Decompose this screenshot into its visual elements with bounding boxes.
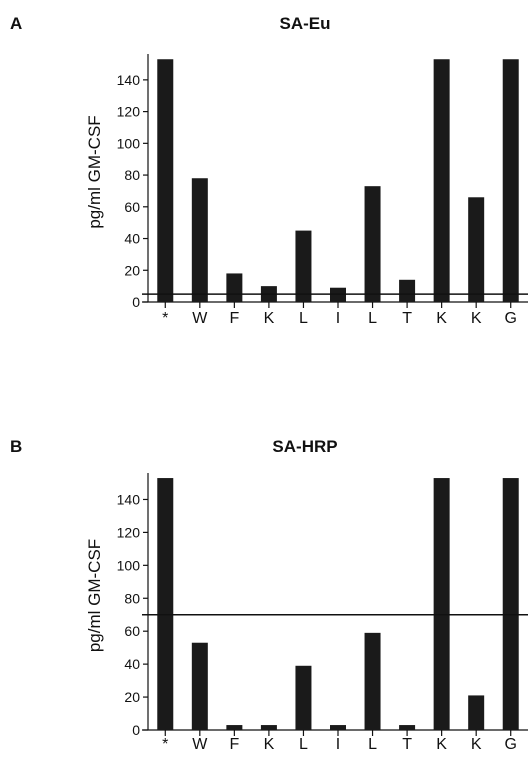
y-tick-label: 120 [117, 524, 141, 540]
y-tick-label: 0 [132, 294, 140, 310]
y-tick-label: 40 [124, 656, 140, 672]
x-tick-label: I [336, 736, 340, 753]
x-tick-label: L [299, 736, 308, 753]
bar-chart-a: 0 20 40 60 80 100 120 140 pg/ml GM-CSF * W F K L I L T K K… [85, 54, 528, 327]
bar [502, 59, 519, 303]
bar [502, 478, 519, 730]
bar [433, 59, 450, 303]
x-tick-label: K [436, 736, 447, 753]
x-tick-label: K [471, 736, 482, 753]
panel-letter-a: A [10, 14, 23, 33]
x-tick-label: * [162, 310, 168, 327]
bar [468, 197, 485, 302]
x-tick-label: G [505, 736, 517, 753]
bar [260, 725, 277, 730]
y-tick-label: 140 [117, 72, 141, 88]
x-tick-label: T [402, 310, 412, 327]
bar [399, 279, 416, 302]
bar [433, 478, 450, 730]
chart-title-b: SA-HRP [272, 437, 338, 456]
panel-letter-b: B [10, 437, 23, 456]
y-tick-label: 100 [117, 557, 141, 573]
x-tick-label: F [229, 310, 239, 327]
x-tick-label: K [471, 310, 482, 327]
x-tick-label: W [192, 310, 208, 327]
x-tick-label: K [436, 310, 447, 327]
bar [295, 665, 312, 730]
x-tick-label: L [368, 736, 377, 753]
bar [191, 642, 208, 730]
x-tick-label: * [162, 736, 168, 753]
y-tick-label: 140 [117, 491, 141, 507]
bar [226, 273, 243, 302]
x-tick-label: I [336, 310, 340, 327]
x-tick-label: W [192, 736, 208, 753]
bar-chart-b: 0 20 40 60 80 100 120 140 pg/ml GM-CSF * W F K L I L T K K… [85, 473, 528, 753]
bar [399, 725, 416, 730]
x-tick-label: F [229, 736, 239, 753]
y-tick-label: 20 [124, 262, 140, 278]
bar [364, 186, 381, 302]
bar [468, 695, 485, 730]
x-tick-label: L [368, 310, 377, 327]
y-tick-label: 120 [117, 104, 141, 120]
y-axis-label: pg/ml GM-CSF [85, 115, 104, 228]
y-tick-label: 40 [124, 231, 140, 247]
chart-title-a: SA-Eu [279, 14, 331, 33]
y-tick-label: 60 [124, 199, 140, 215]
y-axis-label: pg/ml GM-CSF [85, 539, 104, 652]
bar [191, 178, 208, 302]
y-tick-label: 20 [124, 689, 140, 705]
x-tick-label: G [505, 310, 517, 327]
y-tick-label: 100 [117, 135, 141, 151]
bar [157, 478, 174, 730]
x-tick-label: L [299, 310, 308, 327]
y-tick-label: 80 [124, 590, 140, 606]
x-tick-label: K [264, 310, 275, 327]
bar [157, 59, 174, 303]
x-tick-label: K [264, 736, 275, 753]
bar [330, 725, 346, 730]
bar [226, 725, 243, 730]
y-tick-label: 0 [132, 722, 140, 738]
x-tick-label: T [402, 736, 412, 753]
y-tick-label: 60 [124, 623, 140, 639]
y-tick-label: 80 [124, 167, 140, 183]
bar [295, 230, 312, 302]
bar [364, 632, 381, 730]
bar [330, 287, 346, 302]
